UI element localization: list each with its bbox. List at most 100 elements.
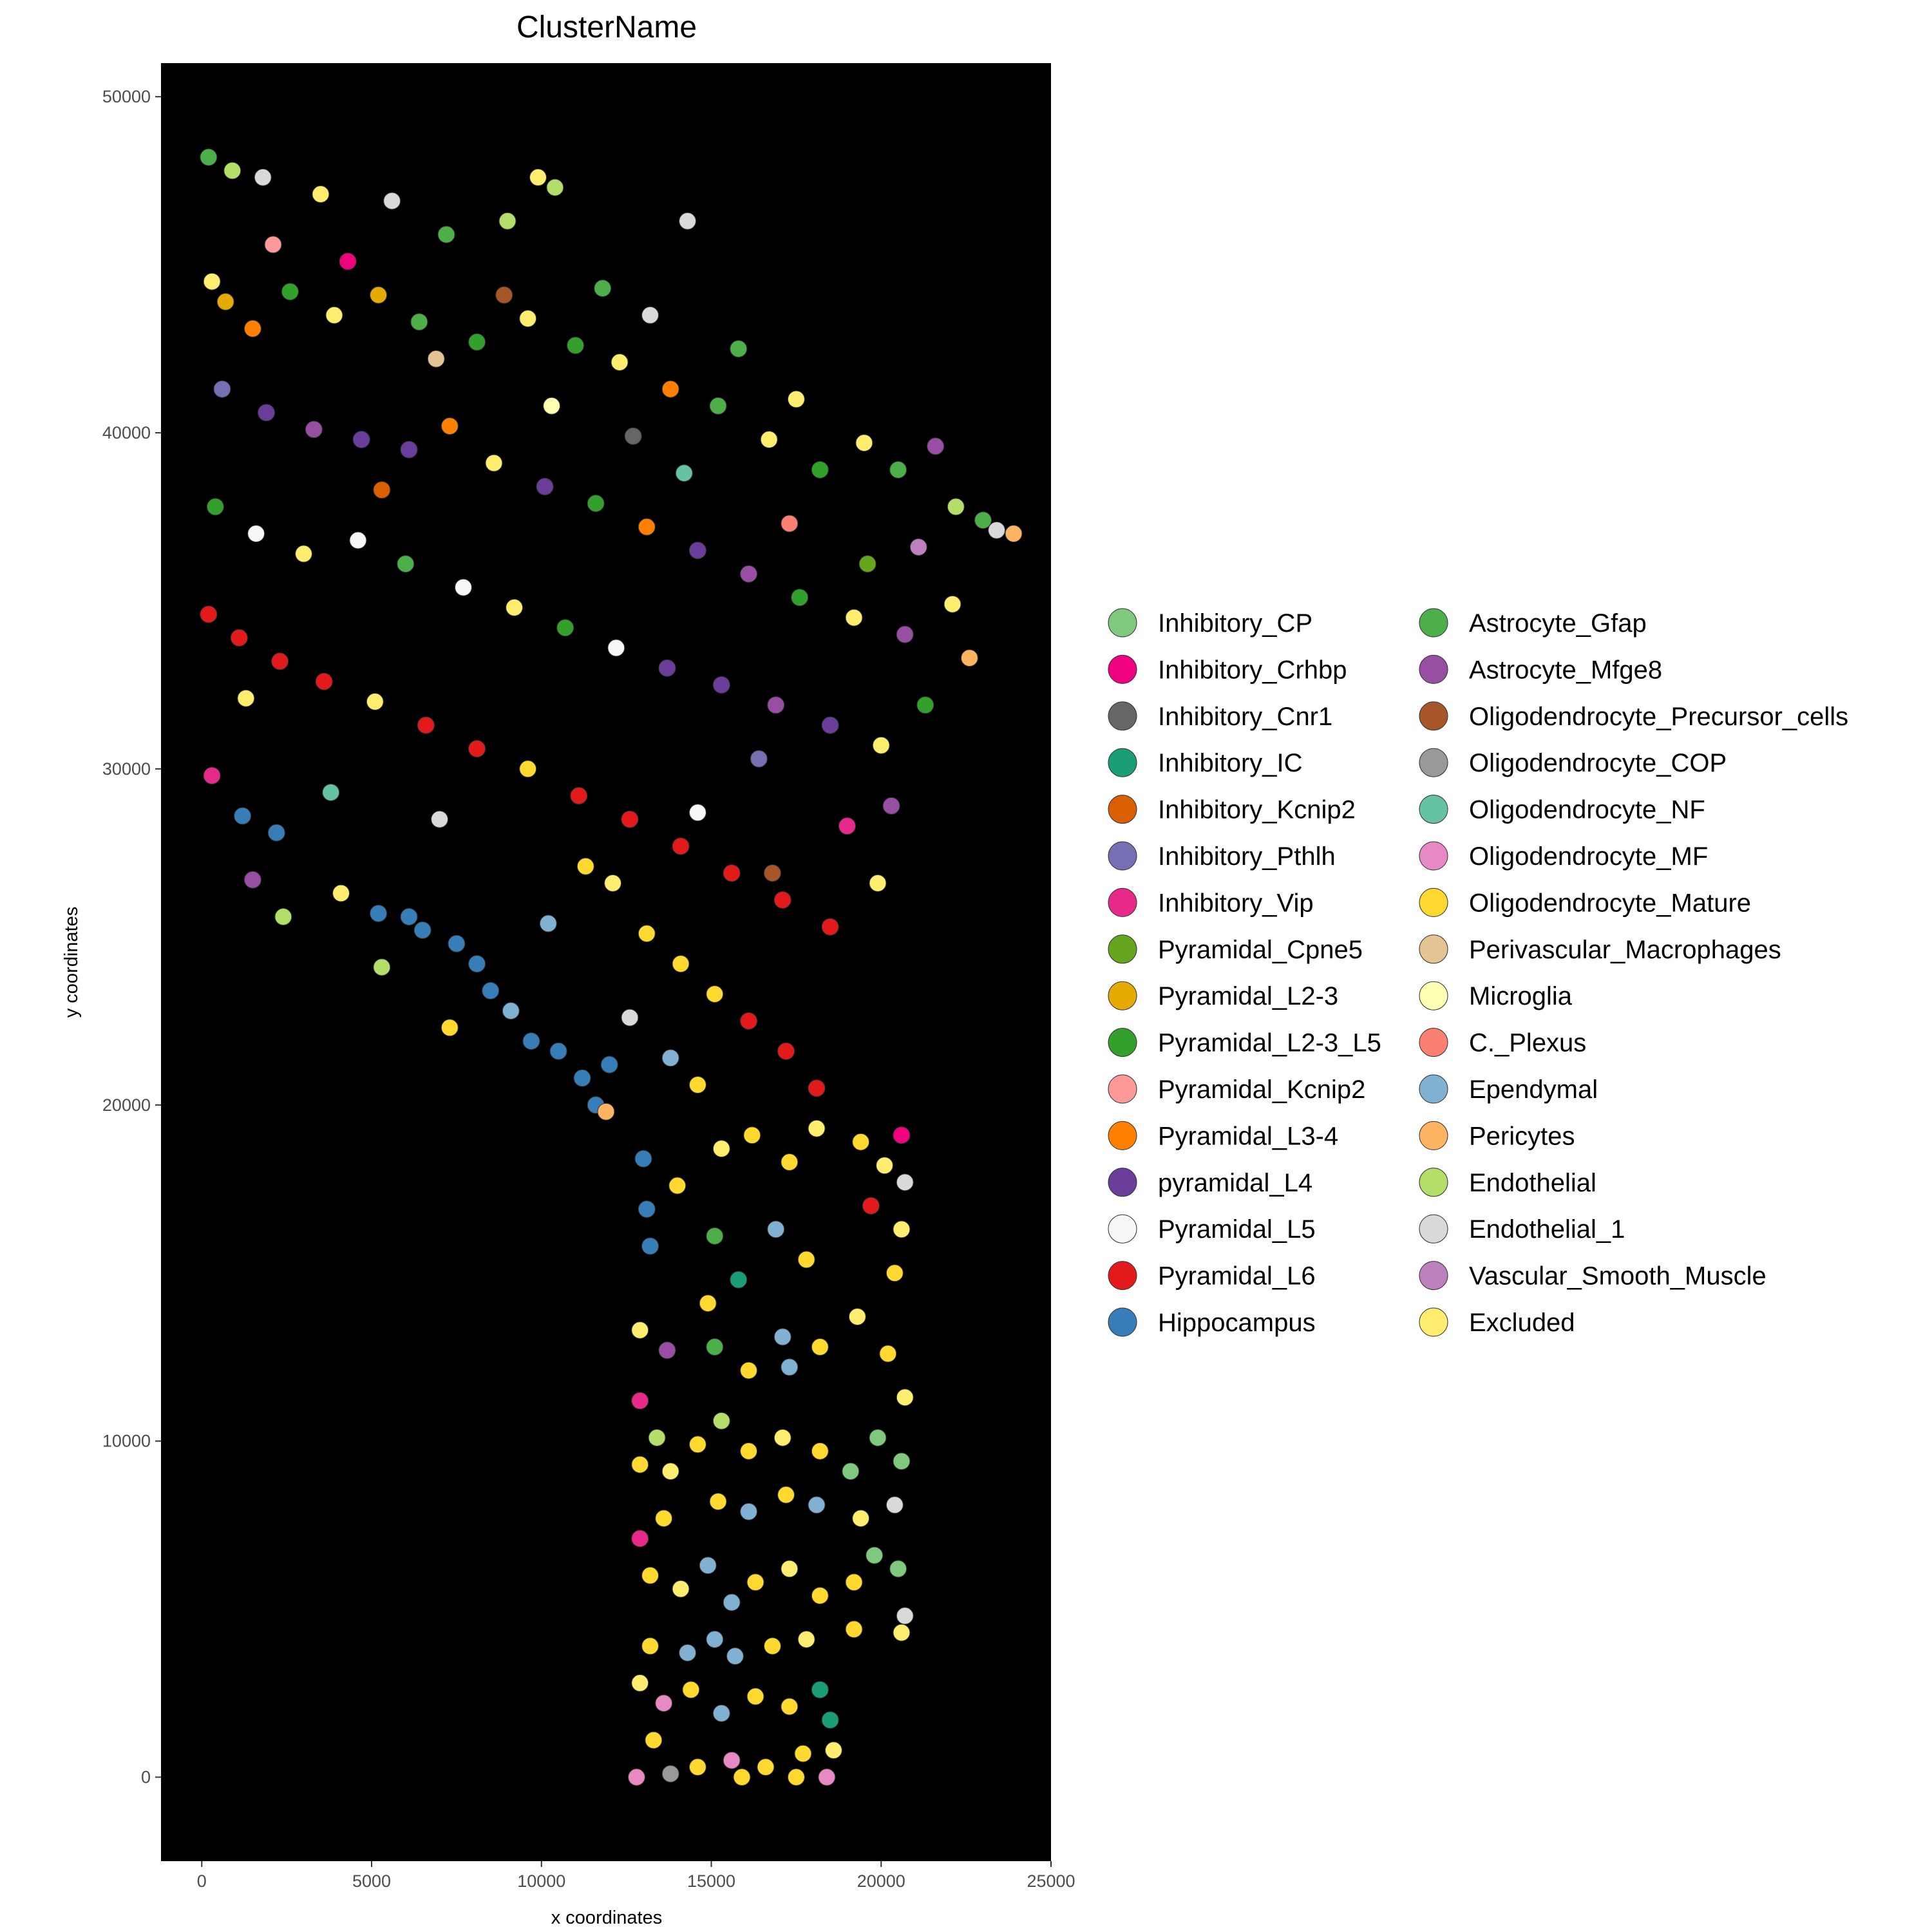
data-point bbox=[896, 1607, 914, 1625]
data-point bbox=[740, 1502, 758, 1520]
data-point bbox=[750, 750, 768, 768]
data-point bbox=[661, 1765, 679, 1783]
data-point bbox=[607, 639, 625, 657]
data-point bbox=[723, 864, 741, 882]
data-point bbox=[322, 783, 340, 801]
legend-label: Pyramidal_Kcnip2 bbox=[1158, 1075, 1365, 1104]
data-point bbox=[808, 1496, 826, 1514]
data-point bbox=[726, 1647, 744, 1665]
data-point bbox=[206, 498, 224, 516]
data-point bbox=[852, 1510, 870, 1528]
data-point bbox=[824, 1741, 842, 1759]
data-point bbox=[312, 185, 330, 204]
data-point bbox=[366, 693, 384, 711]
data-point bbox=[743, 1126, 761, 1144]
data-point bbox=[794, 1745, 812, 1763]
plot-panel bbox=[161, 63, 1051, 1861]
data-point bbox=[740, 1361, 758, 1379]
legend: Inhibitory_CP Inhibitory_Crhbp Inhibitory_… bbox=[1108, 608, 1848, 1337]
legend-label: Ependymal bbox=[1469, 1075, 1598, 1104]
legend-label: Inhibitory_Cnr1 bbox=[1158, 703, 1332, 731]
data-point bbox=[688, 542, 706, 560]
data-point bbox=[437, 225, 455, 243]
legend-label: Vascular_Smooth_Muscle bbox=[1469, 1262, 1766, 1291]
data-point bbox=[440, 417, 459, 435]
data-point bbox=[688, 804, 706, 822]
x-tick-label: 25000 bbox=[1027, 1871, 1075, 1891]
data-point bbox=[546, 178, 564, 196]
data-point bbox=[661, 380, 679, 398]
data-point bbox=[845, 1620, 863, 1638]
chart-title: ClusterName bbox=[516, 10, 697, 44]
data-point bbox=[332, 884, 350, 902]
data-point bbox=[383, 192, 401, 210]
legend-key bbox=[1419, 1074, 1448, 1104]
data-point bbox=[712, 1412, 730, 1430]
data-point bbox=[621, 810, 639, 828]
legend-label: Oligodendrocyte_Precursor_cells bbox=[1469, 703, 1848, 731]
data-point bbox=[712, 676, 730, 694]
data-point bbox=[960, 649, 978, 667]
data-point bbox=[866, 1546, 884, 1564]
legend-label: Pyramidal_L2-3 bbox=[1158, 982, 1338, 1010]
legend-label: Inhibitory_Crhbp bbox=[1158, 656, 1347, 684]
data-point bbox=[763, 1637, 781, 1655]
legend-label: Excluded bbox=[1469, 1309, 1575, 1337]
data-point bbox=[896, 1388, 914, 1406]
data-point bbox=[638, 518, 656, 536]
data-point bbox=[706, 1227, 724, 1245]
legend-key bbox=[1419, 934, 1448, 964]
data-point bbox=[781, 1358, 799, 1376]
data-point bbox=[773, 1428, 791, 1446]
data-point bbox=[886, 1496, 904, 1514]
data-point bbox=[808, 1079, 826, 1097]
data-point bbox=[631, 1674, 649, 1692]
legend-label: Perivascular_Macrophages bbox=[1469, 936, 1781, 964]
data-point bbox=[723, 1751, 741, 1769]
data-point bbox=[641, 1237, 659, 1255]
data-point bbox=[763, 864, 781, 882]
legend-key bbox=[1108, 981, 1137, 1010]
legend-key bbox=[1419, 1214, 1448, 1244]
data-point bbox=[567, 336, 585, 354]
data-point bbox=[787, 390, 805, 408]
data-point bbox=[454, 578, 472, 596]
data-point bbox=[498, 212, 516, 230]
legend-label: Endothelial_1 bbox=[1469, 1215, 1625, 1244]
data-point bbox=[556, 619, 574, 637]
data-point bbox=[274, 908, 292, 926]
data-point bbox=[916, 696, 934, 714]
legend-key bbox=[1108, 1307, 1137, 1337]
data-point bbox=[811, 460, 829, 478]
legend-label: C._Plexus bbox=[1469, 1029, 1586, 1057]
legend-key bbox=[1108, 1168, 1137, 1197]
data-point bbox=[230, 629, 248, 647]
data-point bbox=[543, 397, 561, 415]
x-axis: 0 5000 10000 15000 20000 25000 bbox=[197, 1861, 1075, 1891]
legend-label: Pyramidal_L3-4 bbox=[1158, 1122, 1338, 1150]
data-point bbox=[821, 918, 839, 936]
data-point bbox=[295, 545, 313, 563]
legend-key bbox=[1419, 1028, 1448, 1057]
data-point bbox=[468, 333, 486, 351]
data-point bbox=[777, 1042, 795, 1060]
data-point bbox=[767, 696, 785, 714]
data-point bbox=[655, 1694, 673, 1712]
data-point bbox=[413, 921, 431, 939]
data-point bbox=[587, 495, 605, 513]
y-tick-label: 50000 bbox=[102, 87, 151, 106]
data-point bbox=[869, 1428, 887, 1446]
x-axis-title: x coordinates bbox=[551, 1908, 663, 1928]
data-point bbox=[893, 1452, 911, 1470]
data-point bbox=[777, 1486, 795, 1504]
data-point bbox=[631, 1455, 649, 1473]
data-point bbox=[943, 595, 961, 613]
data-point bbox=[519, 760, 537, 778]
data-point bbox=[216, 293, 234, 311]
data-point bbox=[811, 1442, 829, 1460]
x-tick-label: 5000 bbox=[352, 1871, 391, 1891]
legend-label: Pyramidal_Cpne5 bbox=[1158, 936, 1363, 964]
data-point bbox=[811, 1681, 829, 1699]
data-point bbox=[349, 531, 367, 549]
data-point bbox=[848, 1308, 866, 1326]
